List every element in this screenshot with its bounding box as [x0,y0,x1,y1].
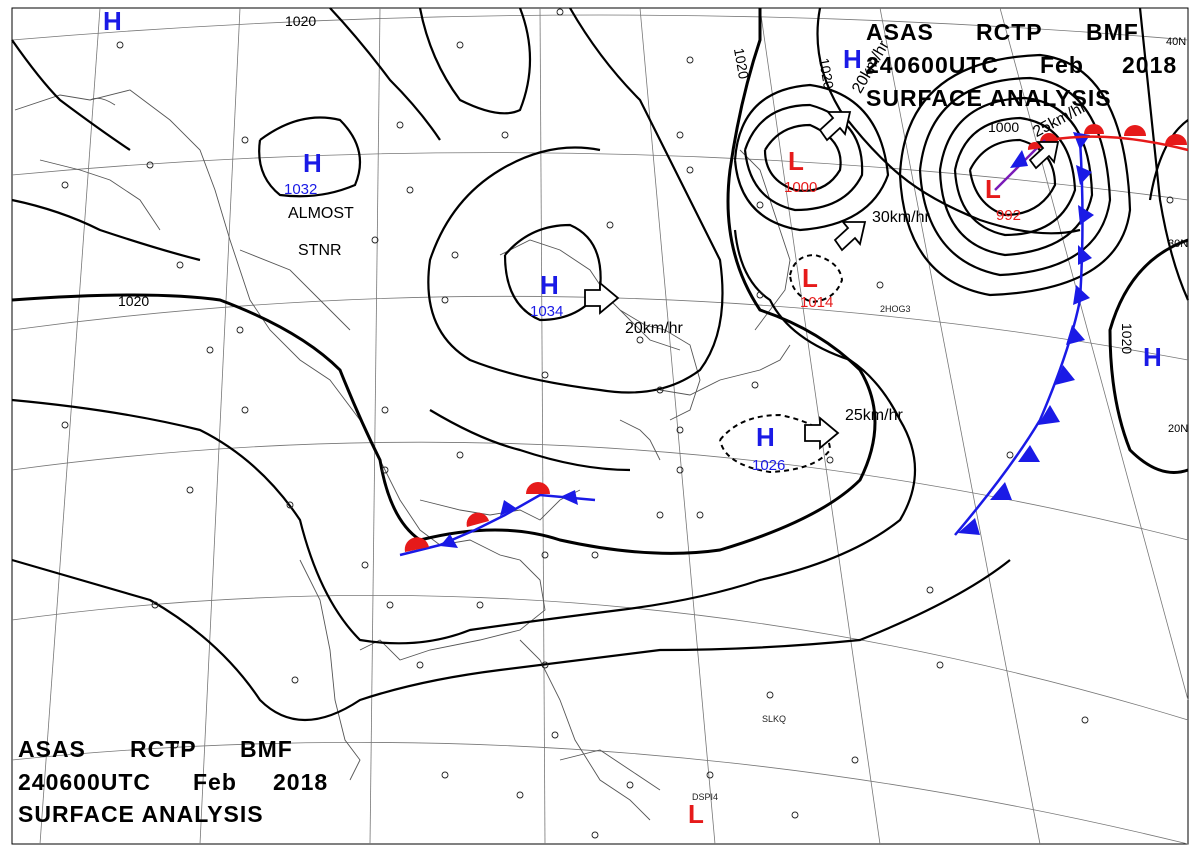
header-bottom: ASAS RCTP BMF 240600UTC Feb 2018 SURFACE… [18,736,328,827]
header-month: Feb [1040,52,1084,78]
high-center-letter: H [303,148,322,178]
header-title: SURFACE ANALYSIS [18,801,264,827]
header-top: ASAS RCTP BMF 240600UTC Feb 2018 SURFACE… [866,19,1177,111]
station-code: DSPI4 [692,792,718,802]
isobar-label: 1000 [988,119,1019,135]
high-center-letter: H [103,6,122,36]
low-center-letter: L [802,263,818,293]
header-station: RCTP [976,19,1043,45]
pressure-system-high-east: H [1143,342,1162,372]
pressure-system-low-south: L [688,799,704,829]
pressure-system-low-1000: L 1000 [784,146,817,196]
station-plots [61,8,1174,839]
header-time: 240600UTC [18,769,151,795]
motion-speed-label: 20km/hr [625,320,683,337]
high-center-pressure: 1034 [530,303,563,320]
stationary-front [399,482,596,557]
header-station: RCTP [130,736,197,762]
header-title: SURFACE ANALYSIS [866,85,1112,111]
high-center-pressure: 1032 [284,181,317,198]
isobar-label: 1020 [285,13,316,29]
low-center-letter: L [985,174,1001,204]
isobar-labels: 1020 1020 1020 1020 1000 1020 [118,13,1135,354]
latitude-label: 40N [1166,36,1186,48]
stnr-label: STNR [298,242,342,259]
low-center-pressure: 1000 [784,179,817,196]
almost-label: ALMOST [288,205,354,222]
pressure-system-high-1034: H 1034 [530,270,563,320]
pressure-system-low-1014: L 1014 [800,263,833,311]
header-year: 2018 [1122,52,1177,78]
coastlines [14,89,791,821]
header-month: Feb [193,769,237,795]
header-year: 2018 [273,769,328,795]
high-center-letter: H [1143,342,1162,372]
motion-arrows [584,111,1060,450]
occluded-front-marker [1010,150,1028,168]
low-center-letter: L [688,799,704,829]
low-center-pressure: 992 [996,207,1021,224]
isobar-label: 1020 [1119,323,1135,354]
pressure-system-high-ne: H [843,44,862,74]
motion-speed-label: 30km/hr [872,209,930,226]
high-center-letter: H [540,270,559,300]
high-center-letter: H [756,422,775,452]
station-code: SLKQ [762,714,786,724]
latitude-label: 30N [1168,238,1188,250]
header-code: BMF [1086,19,1139,45]
map-frame [11,7,1189,845]
isobar-label: 1020 [731,47,752,81]
low-center-letter: L [788,146,804,176]
latitude-label: 20N [1168,423,1188,435]
pressure-system-low-992: L 992 [985,174,1021,224]
isobars [11,7,1190,721]
header-agency: ASAS [866,19,934,45]
station-code: 2HOG3 [880,304,911,314]
isobar-label: 1020 [816,57,837,91]
low-center-pressure: 1014 [800,294,833,311]
motion-speed-label: 25km/hr [845,407,903,424]
pressure-system-high-1032: H 1032 [284,148,322,198]
isobar-label: 1020 [118,293,149,309]
warm-front [1040,124,1189,152]
high-center-pressure: 1026 [752,457,785,474]
dashed-isobars [719,253,844,474]
header-time: 240600UTC [866,52,999,78]
header-agency: ASAS [18,736,86,762]
pressure-system-high-1026: H 1026 [752,422,785,474]
pressure-system-high-nw: H [103,6,122,36]
high-center-letter: H [843,44,862,74]
header-code: BMF [240,736,293,762]
